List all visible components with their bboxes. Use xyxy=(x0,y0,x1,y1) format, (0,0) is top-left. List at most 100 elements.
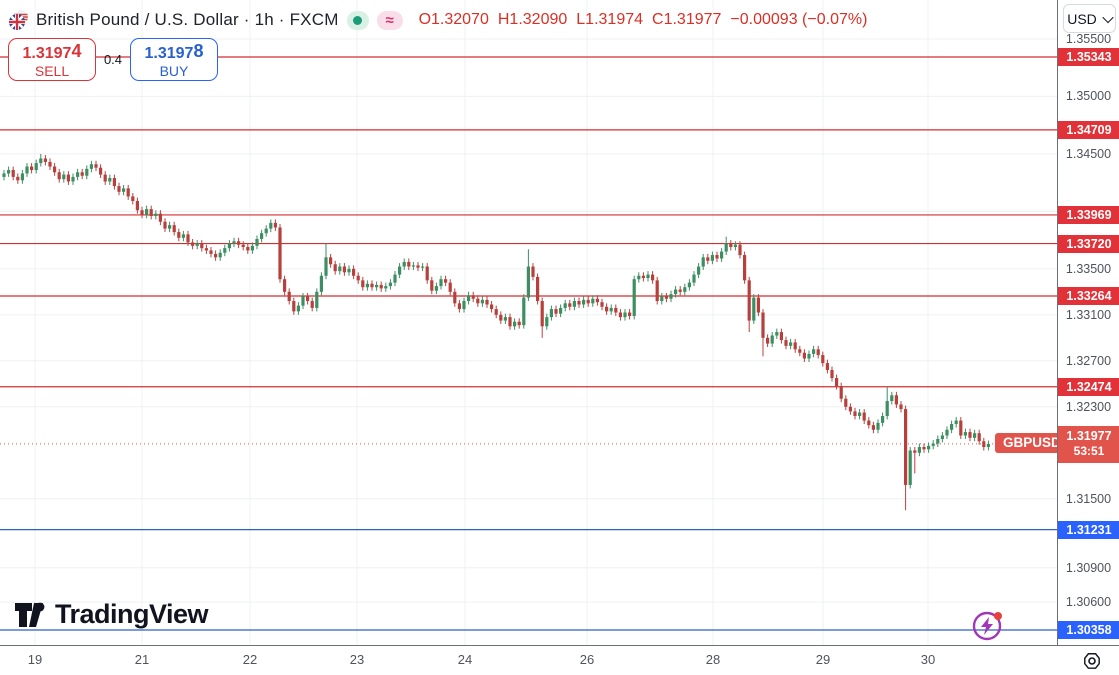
candle-down xyxy=(899,404,903,410)
bar-countdown: 53:51 xyxy=(1073,443,1105,458)
candle-up xyxy=(145,209,149,215)
tradingview-logo[interactable]: TradingView xyxy=(14,599,209,630)
candle-down xyxy=(80,172,84,176)
candle-down xyxy=(821,355,825,364)
candle-up xyxy=(315,291,319,308)
candle-up xyxy=(683,287,687,292)
candle-down xyxy=(476,298,480,304)
candle-down xyxy=(126,188,130,197)
candle-down xyxy=(94,164,98,168)
candle-up xyxy=(724,243,728,252)
candle-down xyxy=(310,301,314,308)
price-axis-label: 1.32700 xyxy=(1065,353,1112,368)
candle-down xyxy=(678,289,682,292)
currency-button[interactable]: USD xyxy=(1063,4,1116,33)
candle-up xyxy=(2,173,6,177)
candle-up xyxy=(467,295,471,302)
candle-up xyxy=(812,349,816,354)
candle-up xyxy=(89,164,93,169)
time-axis-label: 24 xyxy=(457,652,473,667)
open-value: O1.32070 xyxy=(418,11,489,28)
candle-down xyxy=(209,250,213,254)
buy-button[interactable]: 1.31978 BUY xyxy=(130,38,218,81)
candle-up xyxy=(549,309,553,318)
candle-down xyxy=(361,280,365,288)
candle-up xyxy=(582,299,586,305)
candle-down xyxy=(517,321,521,326)
candle-up xyxy=(986,443,990,448)
candlestick-chart[interactable] xyxy=(0,0,1057,645)
candle-up xyxy=(609,307,613,312)
sell-price: 1.31974 xyxy=(22,41,82,62)
candle-up xyxy=(398,266,402,275)
candle-down xyxy=(342,266,346,273)
candle-down xyxy=(237,241,241,245)
red-level-badge: 1.32474 xyxy=(1058,377,1119,396)
candle-up xyxy=(559,307,563,314)
candle-down xyxy=(871,425,875,430)
candle-up xyxy=(7,169,11,174)
candle-up xyxy=(572,301,576,307)
red-level-badge: 1.33264 xyxy=(1058,286,1119,305)
candle-up xyxy=(122,188,126,192)
candle-down xyxy=(214,253,218,258)
candle-down xyxy=(57,172,61,180)
candle-up xyxy=(752,297,756,321)
candle-up xyxy=(973,433,977,438)
spread-value: 0.4 xyxy=(103,52,123,67)
candle-up xyxy=(365,283,369,288)
candle-up xyxy=(168,225,172,229)
candle-up xyxy=(269,222,273,229)
time-axis-label: 22 xyxy=(242,652,258,667)
candle-down xyxy=(540,301,544,327)
candle-up xyxy=(375,284,379,288)
tradingview-mark-icon xyxy=(15,602,45,627)
candle-down xyxy=(982,441,986,448)
candle-down xyxy=(53,166,57,173)
candle-up xyxy=(881,415,885,423)
time-axis-label: 21 xyxy=(134,652,150,667)
candle-up xyxy=(669,294,673,299)
buy-label: BUY xyxy=(159,62,189,79)
time-axis[interactable]: 19 21 22 23 24 26 28 29 30 xyxy=(0,645,1119,675)
candle-up xyxy=(388,282,392,287)
candle-up xyxy=(637,275,641,280)
candle-up xyxy=(347,268,351,273)
price-axis-label: 1.33500 xyxy=(1065,261,1112,276)
candle-down xyxy=(370,283,374,288)
buy-price: 1.31978 xyxy=(144,41,204,62)
candle-down xyxy=(913,450,917,453)
hexagon-icon[interactable] xyxy=(1080,649,1104,675)
approx-icon[interactable]: ≈ xyxy=(376,10,403,30)
candle-down xyxy=(356,275,360,281)
candle-up xyxy=(250,245,254,251)
red-level-badge: 1.34709 xyxy=(1058,120,1119,139)
candle-up xyxy=(646,274,650,279)
candle-up xyxy=(393,274,397,283)
price-axis-label: 1.35500 xyxy=(1065,31,1112,46)
market-open-dot-icon[interactable] xyxy=(346,10,369,30)
candle-up xyxy=(563,303,567,308)
candle-down xyxy=(416,265,420,268)
lightning-icon[interactable] xyxy=(971,608,1005,642)
price-axis-label: 1.35000 xyxy=(1065,89,1112,104)
candle-up xyxy=(39,158,43,164)
candle-up xyxy=(421,266,425,268)
candle-down xyxy=(329,257,333,265)
candle-up xyxy=(936,438,940,444)
candle-down xyxy=(508,317,512,327)
sell-button[interactable]: 1.31974 SELL xyxy=(8,38,96,81)
buy-sell-widget: 1.31974 SELL 0.4 1.31978 BUY xyxy=(8,38,218,81)
candle-down xyxy=(531,266,535,277)
candle-up xyxy=(775,332,779,336)
last-price-value: 1.31977 xyxy=(1066,428,1112,443)
symbol-title[interactable]: British Pound / U.S. Dollar · 1h · FXCM xyxy=(36,10,339,29)
candle-down xyxy=(867,420,871,426)
candle-down xyxy=(292,301,296,312)
price-axis-label: 1.32300 xyxy=(1065,399,1112,414)
candle-down xyxy=(490,304,494,310)
price-axis[interactable]: 1.30600 1.30900 1.31500 1.32300 1.32700 1.331… xyxy=(1057,0,1119,645)
candle-up xyxy=(890,395,894,402)
candle-down xyxy=(600,302,604,307)
candle-down xyxy=(485,299,489,305)
